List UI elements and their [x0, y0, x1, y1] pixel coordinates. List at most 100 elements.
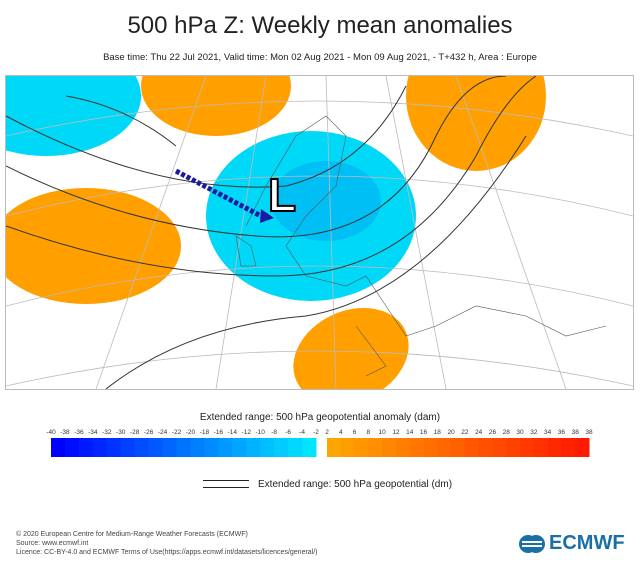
colorbar-tick-label: 4 — [339, 429, 343, 436]
coastlines — [235, 115, 607, 377]
positive-swatch — [520, 438, 535, 457]
chart-subtitle: Base time: Thu 22 Jul 2021, Valid time: … — [103, 52, 537, 63]
negative-swatch — [232, 438, 247, 457]
colorbar-tick-label: -18 — [200, 429, 210, 436]
negative-swatch — [51, 438, 66, 457]
colorbar-tick-label: 30 — [516, 429, 524, 436]
positive-anomaly-mediterranean — [293, 307, 409, 405]
negative-swatch — [260, 438, 275, 457]
positive-swatch — [547, 438, 562, 457]
anomaly-fills — [0, 21, 546, 405]
positive-swatch — [451, 438, 466, 457]
negative-swatch — [162, 438, 178, 457]
colorbar-tick-label: -12 — [242, 429, 252, 436]
colorbar-tick-label: 36 — [558, 429, 566, 436]
contour-legend-label: Extended range: 500 hPa geopotential (dm… — [258, 479, 453, 490]
low-track — [174, 168, 274, 223]
positive-swatch — [561, 438, 576, 457]
positive-swatch — [506, 438, 521, 457]
positive-swatch — [464, 438, 480, 457]
negative-swatch — [92, 438, 108, 457]
positive-swatch — [478, 438, 493, 457]
negative-anomaly-core — [271, 161, 381, 241]
colorbar-tick-label: 8 — [367, 429, 371, 436]
negative-anomaly-north-atlantic — [0, 36, 141, 156]
colorbar-tick-label: 34 — [544, 429, 552, 436]
colorbar-tick-label: -36 — [74, 429, 84, 436]
colorbar-tick-label: -4 — [299, 429, 305, 436]
anomaly-map: L — [0, 21, 634, 405]
colorbar-tick-label: -32 — [102, 429, 112, 436]
negative-swatch — [218, 438, 233, 457]
negative-swatch — [78, 438, 94, 457]
positive-swatch — [382, 438, 397, 457]
colorbar-tick-label: 2 — [325, 429, 329, 436]
negative-swatch — [274, 438, 289, 457]
colorbar-tick-label: -24 — [158, 429, 168, 436]
footer-source: Source: www.ecmwf.int — [16, 540, 89, 547]
negative-swatch — [106, 438, 122, 457]
negative-swatch — [288, 438, 303, 457]
footer-licence: Licence: CC-BY-4.0 and ECMWF Terms of Us… — [16, 549, 318, 556]
positive-swatch — [340, 438, 356, 457]
colorbar-tick-label: -30 — [116, 429, 126, 436]
geopotential-contours — [5, 75, 537, 390]
colorbar-tick-label: -38 — [60, 429, 70, 436]
negative-swatch — [190, 438, 205, 457]
negative-swatch — [120, 438, 136, 457]
chart-title: 500 hPa Z: Weekly mean anomalies — [127, 12, 513, 39]
colorbar-tick-label: 20 — [447, 429, 455, 436]
colorbar-tick-label: -40 — [46, 429, 56, 436]
ecmwf-logo: ECMWF — [518, 532, 625, 555]
negative-swatch — [64, 438, 80, 457]
positive-anomaly-greenland — [141, 36, 291, 136]
colorbar-tick-label: -22 — [172, 429, 182, 436]
colorbar-tick-label: -28 — [130, 429, 140, 436]
negative-swatch — [204, 438, 219, 457]
contour-legend-line — [203, 480, 249, 488]
positive-swatch — [354, 438, 369, 457]
positive-swatch — [575, 438, 590, 457]
colorbar-tick-label: 6 — [353, 429, 357, 436]
colorbar-title: Extended range: 500 hPa geopotential ano… — [199, 412, 441, 423]
negative-swatch — [148, 438, 164, 457]
colorbar-tick-label: -6 — [285, 429, 291, 436]
footer-copyright: © 2020 European Centre for Medium-Range … — [16, 531, 248, 538]
positive-swatch — [395, 438, 411, 457]
positive-swatch — [437, 438, 452, 457]
positive-swatch — [492, 438, 507, 457]
colorbar-tick-label: 22 — [461, 429, 469, 436]
colorbar-tick-label: 16 — [420, 429, 428, 436]
colorbar-tick-label: 38 — [585, 429, 593, 436]
positive-swatch — [368, 438, 383, 457]
colorbar-tick-label: -16 — [214, 429, 224, 436]
colorbar-tick-label: -2 — [313, 429, 319, 436]
colorbar-tick-label: -14 — [228, 429, 238, 436]
colorbar-tick-label: 18 — [434, 429, 442, 436]
positive-swatch — [533, 438, 549, 457]
negative-swatch — [246, 438, 261, 457]
colorbar-tick-label: 26 — [489, 429, 497, 436]
colorbar-tick-label: -26 — [144, 429, 154, 436]
colorbar: -40 -38 -36 -34 -32 -30 -28 -26 -24 -22 -20 -18 -16-… — [46, 429, 593, 457]
negative-swatch — [302, 438, 317, 457]
ecmwf-logo-icon — [519, 534, 545, 553]
ecmwf-logo-text: ECMWF — [549, 532, 625, 554]
colorbar-tick-label: 38 — [572, 429, 580, 436]
low-pressure-label: L — [268, 169, 296, 221]
positive-swatch — [327, 438, 342, 457]
colorbar-tick-label: 12 — [392, 429, 400, 436]
positive-swatch — [409, 438, 425, 457]
colorbar-tick-label: -8 — [271, 429, 277, 436]
colorbar-tick-label: 32 — [530, 429, 538, 436]
colorbar-tick-label: -34 — [88, 429, 98, 436]
colorbar-tick-label: 24 — [475, 429, 483, 436]
negative-swatch — [176, 438, 191, 457]
negative-swatch — [134, 438, 150, 457]
colorbar-tick-label: -20 — [186, 429, 196, 436]
colorbar-tick-label: 10 — [379, 429, 387, 436]
colorbar-tick-label: -10 — [256, 429, 266, 436]
positive-swatch — [423, 438, 438, 457]
colorbar-tick-label: 28 — [503, 429, 511, 436]
graticule — [5, 75, 634, 390]
